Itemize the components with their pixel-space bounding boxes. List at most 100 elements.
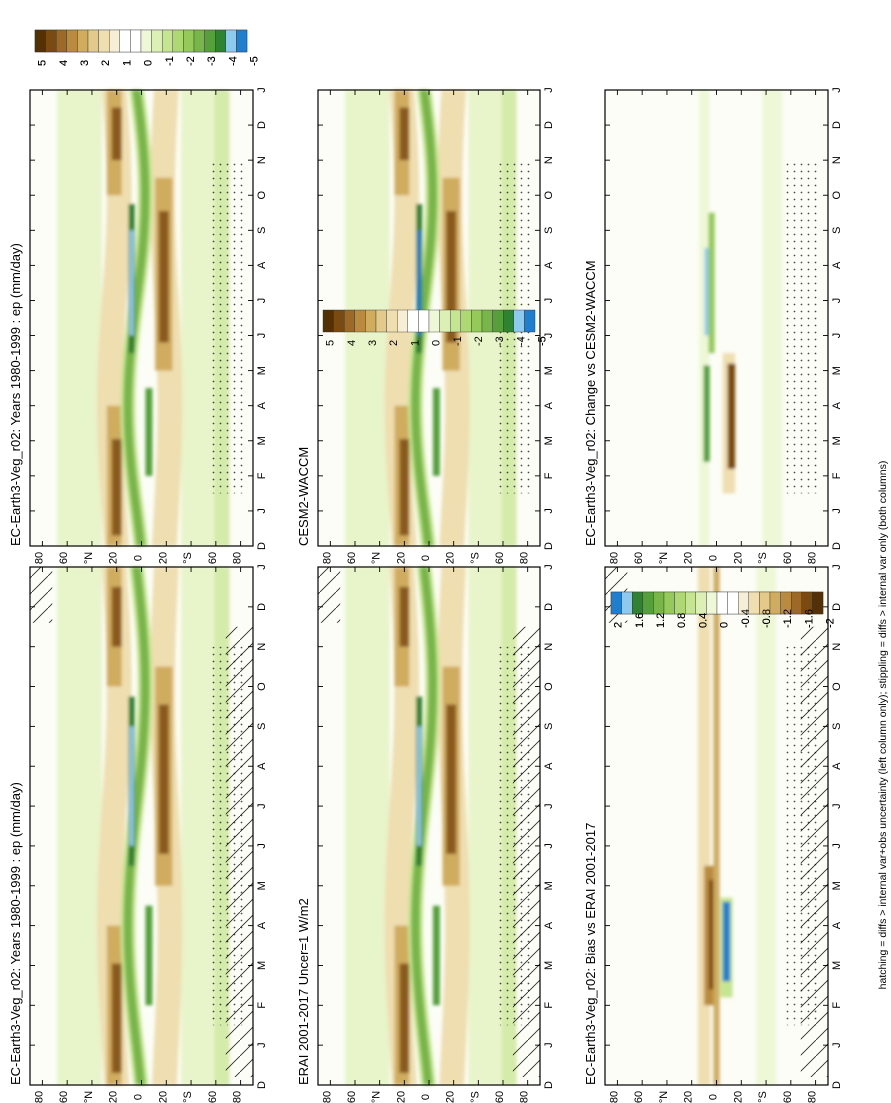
colorbar-swatch [183, 29, 195, 53]
month-tick-label: O [543, 682, 555, 691]
lat-tick-label: °N [371, 552, 383, 564]
colorbar-swatch [513, 309, 525, 333]
colorbar-swatch [674, 591, 686, 615]
stippling [209, 160, 244, 494]
colorbar-label: 3 [367, 340, 379, 346]
month-tick-label: A [256, 921, 268, 929]
month-tick-label: M [543, 881, 555, 890]
month-tick-label: S [256, 227, 268, 234]
month-tick-label: J [543, 298, 555, 304]
colorbar-label: -2 [825, 618, 837, 628]
month-tick-label: S [543, 723, 555, 730]
month-tick-label: S [543, 227, 555, 234]
colorbar-swatch [460, 309, 472, 333]
month-tick-label: O [831, 682, 843, 691]
colorbar-swatch [492, 309, 504, 333]
colorbar-label: 1.6 [634, 613, 646, 628]
month-tick-label: D [543, 1081, 555, 1089]
colorbar-swatch [663, 591, 675, 615]
hatching [318, 567, 341, 623]
colorbar-label: 2 [388, 340, 400, 346]
lat-tick-label: 80 [608, 552, 620, 564]
month-tick-label: J [256, 564, 268, 570]
field-contours [699, 90, 783, 546]
colorbar-label: -2 [473, 336, 485, 346]
colorbar-label: 0.4 [697, 613, 709, 628]
colorbar-label: 1 [409, 340, 421, 346]
month-tick-label: O [256, 682, 268, 691]
month-tick-label: N [256, 156, 268, 164]
colorbar-label: -1 [452, 336, 464, 346]
lat-tick-label: 80 [232, 552, 244, 564]
hatching [800, 626, 828, 1078]
month-tick-label: J [256, 1042, 268, 1048]
month-tick-label: N [831, 643, 843, 651]
colorbar-swatch [322, 309, 334, 333]
lat-tick-label: 80 [807, 552, 819, 564]
colorbar-swatch [354, 309, 366, 333]
lat-tick-label: 20 [445, 552, 457, 564]
month-tick-label: J [256, 508, 268, 514]
colorbar-swatch [66, 29, 78, 53]
colorbar-label: -1 [164, 56, 176, 66]
lat-tick-label: 60 [346, 552, 358, 564]
colorbar-label: 0 [719, 622, 731, 628]
colorbar-swatch [397, 309, 409, 333]
colorbar-swatch [428, 309, 440, 333]
month-tick-label: J [831, 564, 843, 570]
hatching [225, 626, 253, 1078]
colorbar-swatch [386, 309, 398, 333]
month-tick-label: D [831, 603, 843, 611]
colorbar-label: -5 [537, 336, 549, 346]
month-tick-label: D [543, 542, 555, 550]
colorbar-label: -2 [825, 618, 837, 628]
month-tick-label: N [256, 643, 268, 651]
colorbar-swatch [225, 29, 237, 53]
month-tick-label: S [831, 723, 843, 730]
colorbar-label: 2 [613, 622, 625, 628]
lat-tick-label: 0 [133, 1094, 145, 1100]
month-tick-label: J [543, 333, 555, 339]
month-tick-label: J [256, 333, 268, 339]
colorbar-label: 5 [37, 60, 49, 66]
lat-tick-label: 60 [494, 552, 506, 564]
panel-title: ERAI 2001-2017 Uncer=1 W/m2 [296, 898, 311, 1085]
colorbar-swatch [236, 29, 248, 53]
month-tick-label: J [831, 87, 843, 93]
colorbar-label: 0 [719, 622, 731, 628]
colorbar-label: 0.8 [676, 613, 688, 628]
colorbar-swatch [439, 309, 451, 333]
month-tick-label: O [256, 191, 268, 200]
month-tick-label: J [256, 803, 268, 809]
month-tick-label: M [256, 881, 268, 890]
colorbar-swatch [193, 29, 205, 53]
colorbar-swatch [204, 29, 216, 53]
colorbar-swatch [344, 309, 356, 333]
month-tick-label: J [543, 843, 555, 849]
lat-tick-label: 60 [58, 1091, 70, 1103]
month-tick-label: J [543, 564, 555, 570]
month-tick-label: J [543, 1042, 555, 1048]
colorbar-label: -2 [185, 56, 197, 66]
panel-title: EC-Earth3-Veg_r02: Years 1980-1999 : ep … [8, 243, 23, 546]
colorbar-label: -5 [537, 336, 549, 346]
colorbar-label: -5 [249, 56, 261, 66]
colorbar-label: -4 [227, 56, 239, 66]
colorbar-label: -3 [206, 56, 218, 66]
month-tick-label: F [831, 1002, 843, 1009]
month-tick-label: N [543, 643, 555, 651]
month-tick-label: D [543, 603, 555, 611]
colorbar-label: 3 [79, 60, 91, 66]
colorbar-swatch [214, 29, 226, 53]
colorbar-swatch [130, 29, 142, 53]
colorbar-label: 2 [613, 622, 625, 628]
month-tick-label: D [256, 542, 268, 550]
month-tick-label: S [256, 723, 268, 730]
colorbar-swatch [471, 309, 483, 333]
month-tick-label: D [256, 603, 268, 611]
lat-tick-label: °S [469, 1091, 481, 1103]
lat-tick-label: 80 [519, 1091, 531, 1103]
month-tick-label: A [256, 401, 268, 409]
month-tick-label: J [831, 1042, 843, 1048]
